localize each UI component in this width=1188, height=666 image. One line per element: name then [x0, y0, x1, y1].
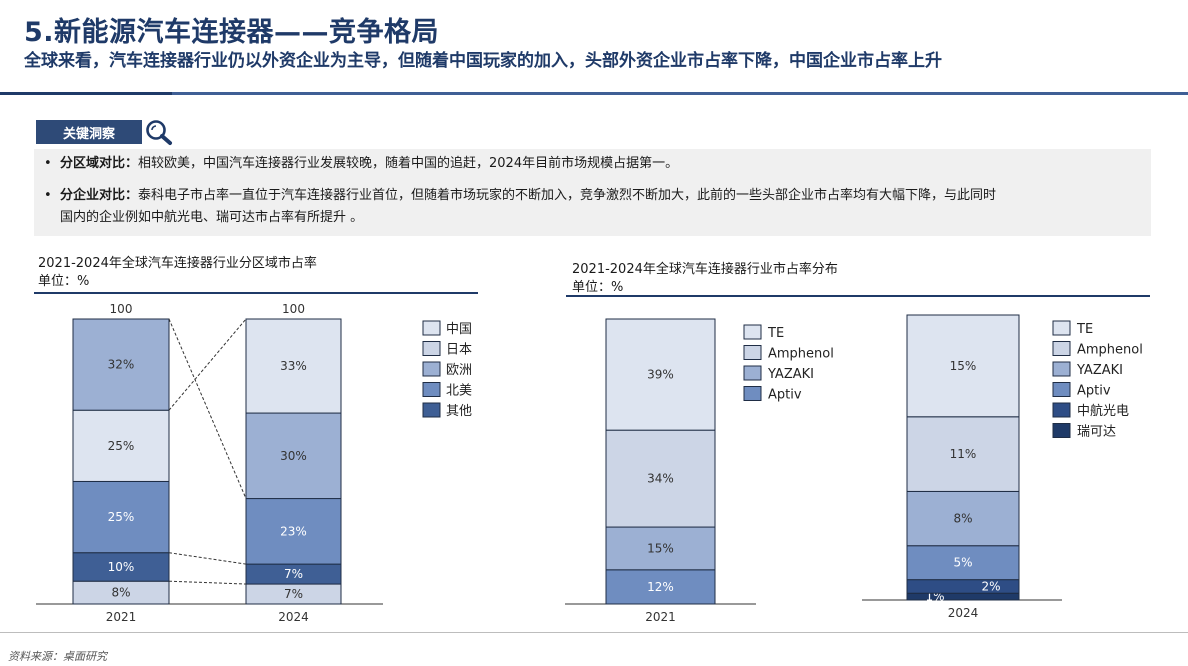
connector-line [168, 552, 247, 565]
bar-segment-Amphenol-2024 [906, 416, 1020, 492]
legend-label: Amphenol [768, 347, 834, 362]
connector-line [168, 580, 247, 585]
left-chart-title: 2021-2024年全球汽车连接器行业分区域市占率 [38, 256, 317, 271]
bar-segment-瑞可达-2024 [906, 592, 1020, 601]
x-tick-label: 2021 [106, 610, 137, 624]
legend-label: YAZAKI [767, 367, 814, 382]
legend-label: TE [1076, 322, 1093, 337]
header-divider-accent [0, 92, 172, 95]
bar-segment-TE-2021 [605, 318, 716, 431]
legend-label: 中航光电 [1077, 403, 1129, 419]
data-label: 8% [111, 586, 130, 600]
legend-label: 日本 [446, 343, 472, 358]
data-label: 33% [280, 359, 307, 373]
bar-segment-中国-2024 [245, 318, 342, 414]
bar-segment-日本-2021 [72, 409, 170, 482]
legend-swatch [1052, 402, 1071, 418]
connector-line [168, 318, 247, 499]
bar-segment-中航光电-2024 [906, 579, 1020, 594]
legend-swatch [1052, 423, 1071, 438]
bar-segment-Amphenol-2021 [605, 429, 716, 528]
legend-label: 欧洲 [446, 363, 472, 378]
insight-box: • 分区域对比：相较欧美，中国汽车连接器行业发展较晚，随着中国的追赶，2024年… [34, 149, 1151, 236]
legend-label: YAZAKI [1076, 363, 1123, 378]
bar-segment-Aptiv-2021 [605, 569, 716, 605]
data-label: 15% [950, 359, 977, 373]
legend-swatch [422, 382, 441, 397]
data-label: 25% [108, 510, 135, 524]
legend-swatch [422, 341, 441, 356]
legend-swatch [743, 345, 762, 360]
connector-line [168, 318, 247, 411]
legend-label: 北美 [446, 384, 472, 399]
legend-swatch [422, 320, 441, 336]
right-chart-rule [566, 295, 1150, 297]
page-title: 5.新能源汽车连接器——竞争格局 [24, 17, 440, 48]
bar-segment-YAZAKI-2024 [906, 490, 1020, 547]
legend-label: Aptiv [768, 388, 802, 403]
data-label: 7% [284, 567, 303, 581]
source-note: 资料来源：桌面研究 [8, 650, 107, 663]
bar-total-label: 100 [282, 302, 305, 316]
insight-tag: 关键洞察 [36, 120, 142, 144]
insight-bullet-company: • 分企业对比：泰科电子市占率一直位于汽车连接器行业首位，但随着市场玩家的不断加… [44, 185, 1144, 229]
legend-label: Amphenol [1077, 343, 1143, 358]
header-divider [0, 92, 1188, 95]
bar-segment-YAZAKI-2021 [605, 526, 716, 571]
legend-label: 其他 [446, 404, 472, 419]
data-label: 25% [108, 439, 135, 453]
bar-segment-中国-2021 [72, 318, 170, 411]
bar-segment-北美-2021 [72, 552, 170, 582]
charts-canvas: 8% 10% 25% 25% 32% 100 2021 7% 7% 23% 30% 33% 100 202… [36, 302, 1143, 624]
data-label: 34% [647, 472, 674, 486]
right-chart-unit: 单位：% [572, 280, 624, 295]
legend-label: TE [767, 326, 784, 341]
left-chart-unit: 单位：% [38, 274, 90, 289]
magnifier-icon [146, 120, 172, 145]
data-label: 15% [647, 541, 674, 555]
data-label: 23% [280, 524, 307, 538]
x-tick-label: 2021 [645, 610, 676, 624]
data-label: 2% [981, 579, 1000, 593]
legend-swatch [422, 402, 441, 418]
data-label: 11% [950, 447, 977, 461]
x-tick-label: 2024 [948, 606, 979, 620]
data-label: 7% [284, 587, 303, 601]
data-label: 5% [953, 556, 972, 570]
data-label: 39% [647, 368, 674, 382]
data-label: 12% [647, 580, 674, 594]
bar-segment-欧洲-2024 [245, 498, 342, 565]
left-chart-rule [34, 292, 478, 294]
legend-swatch [1052, 341, 1071, 356]
data-label: 32% [108, 358, 135, 372]
x-tick-label: 2024 [278, 610, 309, 624]
bullet-dot: • [44, 156, 52, 171]
bullet-head: 分区域对比： [60, 156, 139, 171]
bullet-body-line2: 国内的企业例如中航光电、瑞可达市占率有所提升 。 [60, 210, 364, 225]
legend-swatch [1052, 361, 1071, 377]
bullet-body: 泰科电子市占率一直位于汽车连接器行业首位，但随着市场玩家的不断加入，竞争激烈不断… [138, 188, 997, 203]
legend-swatch [743, 324, 762, 340]
data-label: 30% [280, 449, 307, 463]
page-subtitle: 全球来看，汽车连接器行业仍以外资企业为主导，但随着中国玩家的加入，头部外资企业市… [24, 51, 942, 71]
footer-divider [0, 632, 1188, 633]
legend-label: 瑞可达 [1077, 425, 1116, 440]
bar-total-label: 100 [110, 302, 133, 316]
legend-label: 中国 [446, 322, 472, 337]
insight-bullet-region: • 分区域对比：相较欧美，中国汽车连接器行业发展较晚，随着中国的追赶，2024年… [44, 153, 1144, 175]
legend-swatch [1052, 320, 1071, 336]
legend-swatch [743, 365, 762, 381]
legend-label: Aptiv [1077, 384, 1111, 399]
bullet-head: 分企业对比： [60, 188, 139, 203]
legend-swatch [422, 361, 441, 377]
legend-swatch [1052, 382, 1071, 397]
data-label: 8% [953, 512, 972, 526]
data-label: 10% [108, 560, 135, 574]
right-chart-title: 2021-2024年全球汽车连接器行业市占率分布 [572, 262, 838, 277]
bullet-body: 相较欧美，中国汽车连接器行业发展较晚，随着中国的追赶，2024年目前市场规模占据… [138, 156, 679, 171]
bar-segment-TE-2024 [906, 314, 1020, 418]
legend-swatch [743, 386, 762, 401]
bullet-dot: • [44, 188, 52, 203]
